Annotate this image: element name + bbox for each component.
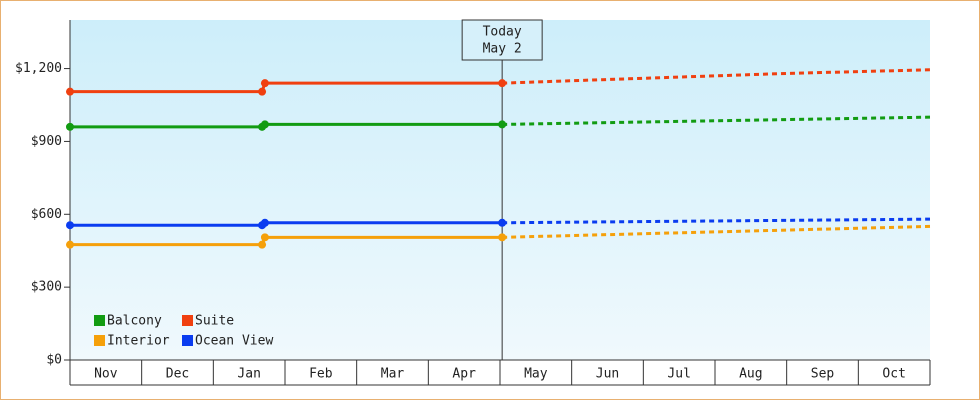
legend-swatch: [94, 315, 105, 326]
point: [258, 240, 267, 249]
point: [260, 120, 269, 129]
x-tick-label: Jan: [237, 367, 260, 382]
legend-label: Interior: [107, 334, 170, 349]
plot-area: [70, 20, 930, 360]
point: [66, 122, 74, 131]
point: [66, 87, 74, 96]
legend-label: Balcony: [107, 314, 162, 329]
x-tick-label: Aug: [739, 367, 762, 382]
y-tick-label: $900: [31, 134, 62, 149]
point: [498, 233, 507, 242]
x-tick-label: Sep: [811, 367, 835, 382]
x-tick-label: Feb: [309, 367, 333, 382]
today-label: Today: [483, 25, 522, 40]
legend-label: Ocean View: [195, 334, 273, 349]
legend-swatch: [94, 335, 105, 346]
x-tick-label: Oct: [882, 367, 905, 382]
point: [498, 120, 507, 129]
point: [258, 87, 267, 96]
point: [498, 79, 507, 88]
today-box: [461, 19, 543, 61]
point: [66, 240, 74, 249]
y-tick-label: $600: [31, 207, 62, 222]
point: [260, 79, 269, 88]
point: [260, 233, 269, 242]
legend-swatch: [182, 315, 193, 326]
x-tick-label: Dec: [166, 367, 189, 382]
point: [498, 218, 507, 227]
series-line: [70, 81, 503, 94]
x-tick-label: May: [524, 367, 548, 382]
x-tick-label: Nov: [94, 367, 118, 382]
point: [260, 218, 269, 227]
x-tick-label: Jul: [667, 367, 690, 382]
x-tick-label: Mar: [381, 367, 405, 382]
point: [66, 221, 74, 230]
x-tick-label: Jun: [596, 367, 619, 382]
y-tick-label: $0: [46, 353, 62, 368]
today-label: May 2: [483, 42, 522, 57]
legend-label: Suite: [195, 314, 234, 329]
y-tick-label: $1,200: [15, 61, 62, 76]
x-tick-label: Apr: [452, 367, 476, 382]
legend-swatch: [182, 335, 193, 346]
y-tick-label: $300: [31, 280, 62, 295]
